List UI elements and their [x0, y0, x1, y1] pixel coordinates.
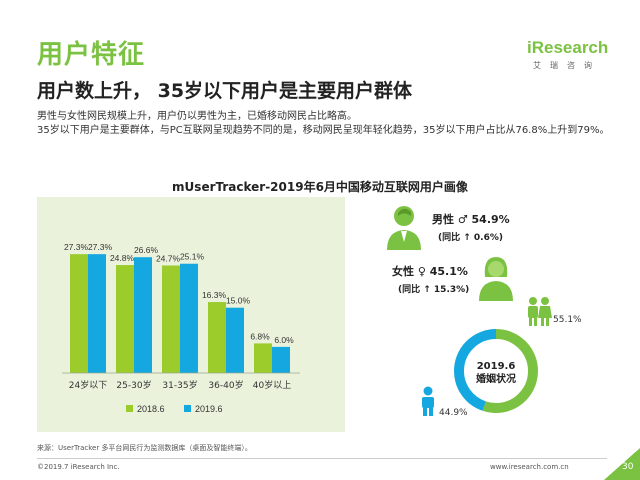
- description-line-2: 35岁以下用户是主要群体，与PC互联网呈现趋势不同的是，移动网民呈现年轻化趋势，…: [37, 125, 610, 136]
- male-yoy-label: (同比 ↑ 0.6%): [438, 233, 503, 243]
- bar-2018.6-3: [208, 302, 226, 373]
- data-label-2019.6-0: 27.3%: [88, 242, 113, 252]
- data-label-2019.6-3: 15.0%: [226, 296, 251, 306]
- bar-2019.6-0: [88, 254, 106, 373]
- data-label-2019.6-2: 25.1%: [180, 252, 205, 262]
- legend-label-2019.6: 2019.6: [195, 404, 223, 414]
- bar-2018.6-0: [70, 254, 88, 373]
- donut-center-year: 2019.6: [476, 361, 516, 372]
- legend-swatch-2018.6: [126, 405, 133, 412]
- x-tick-label-4: 40岁以上: [253, 379, 291, 391]
- data-label-2019.6-4: 6.0%: [274, 335, 294, 345]
- data-label-2019.6-1: 26.6%: [134, 245, 159, 255]
- bar-2018.6-4: [254, 343, 272, 373]
- donut-slice-1: [454, 329, 538, 413]
- chart-title: mUserTracker-2019年6月中国移动互联网用户画像: [172, 180, 468, 194]
- female-share-label: 女性 ♀ 45.1%: [392, 265, 468, 278]
- website-url: www.iresearch.com.cn: [490, 463, 569, 471]
- female-yoy-label: (同比 ↑ 15.3%): [398, 285, 470, 295]
- donut-center-label: 2019.6 婚姻状况: [452, 360, 540, 386]
- bar-2019.6-1: [134, 257, 152, 373]
- copyright: ©2019.7 iResearch Inc.: [37, 463, 120, 471]
- description: 男性与女性网民规模上升，用户仍以男性为主，已婚移动网民占比略高。 35岁以下用户…: [37, 110, 612, 138]
- data-label-2018.6-4: 6.8%: [250, 331, 270, 341]
- legend-label-2018.6: 2018.6: [137, 404, 165, 414]
- description-line-1: 男性与女性网民规模上升，用户仍以男性为主，已婚移动网民占比略高。: [37, 111, 357, 122]
- single-user-icon: [422, 386, 434, 416]
- data-label-2018.6-0: 27.3%: [64, 242, 89, 252]
- male-share-label: 男性 ♂ 54.9%: [432, 213, 510, 226]
- logo-subtitle: 艾瑞咨询: [533, 61, 601, 70]
- logo-wordmark: iResearch: [527, 38, 609, 57]
- x-tick-label-3: 36-40岁: [208, 379, 243, 391]
- slide-subtitle: 用户数上升， 35岁以下用户是主要用户群体: [37, 80, 413, 102]
- married-pct-label: 55.1%: [553, 315, 582, 325]
- donut-center-caption: 婚姻状况: [476, 374, 516, 385]
- data-label-2018.6-3: 16.3%: [202, 290, 227, 300]
- page-number: 30: [622, 462, 634, 472]
- x-tick-label-2: 31-35岁: [162, 379, 197, 391]
- bar-2019.6-3: [226, 307, 244, 373]
- single-pct-label: 44.9%: [439, 408, 468, 418]
- bar-2019.6-2: [180, 263, 198, 373]
- bar-2018.6-2: [162, 265, 180, 373]
- footer-divider: [37, 458, 607, 459]
- data-source-note: 来源：UserTracker 多平台网民行为监测数据库（桌面及智能终端）。: [37, 444, 252, 452]
- male-user-icon: [387, 206, 421, 250]
- page-title: 用户特征: [37, 40, 146, 70]
- legend-swatch-2019.6: [184, 405, 191, 412]
- x-tick-label-0: 24岁以下: [69, 379, 107, 391]
- data-label-2018.6-2: 24.7%: [156, 253, 181, 263]
- couple-icon: [528, 297, 552, 326]
- x-tick-label-1: 25-30岁: [116, 379, 151, 391]
- bar-2019.6-4: [272, 346, 290, 373]
- iresearch-logo: iResearch 艾瑞咨询: [527, 38, 609, 74]
- data-label-2018.6-1: 24.8%: [110, 253, 135, 263]
- female-user-icon: [479, 257, 513, 301]
- donut-hole: [466, 341, 526, 401]
- bar-2018.6-1: [116, 265, 134, 373]
